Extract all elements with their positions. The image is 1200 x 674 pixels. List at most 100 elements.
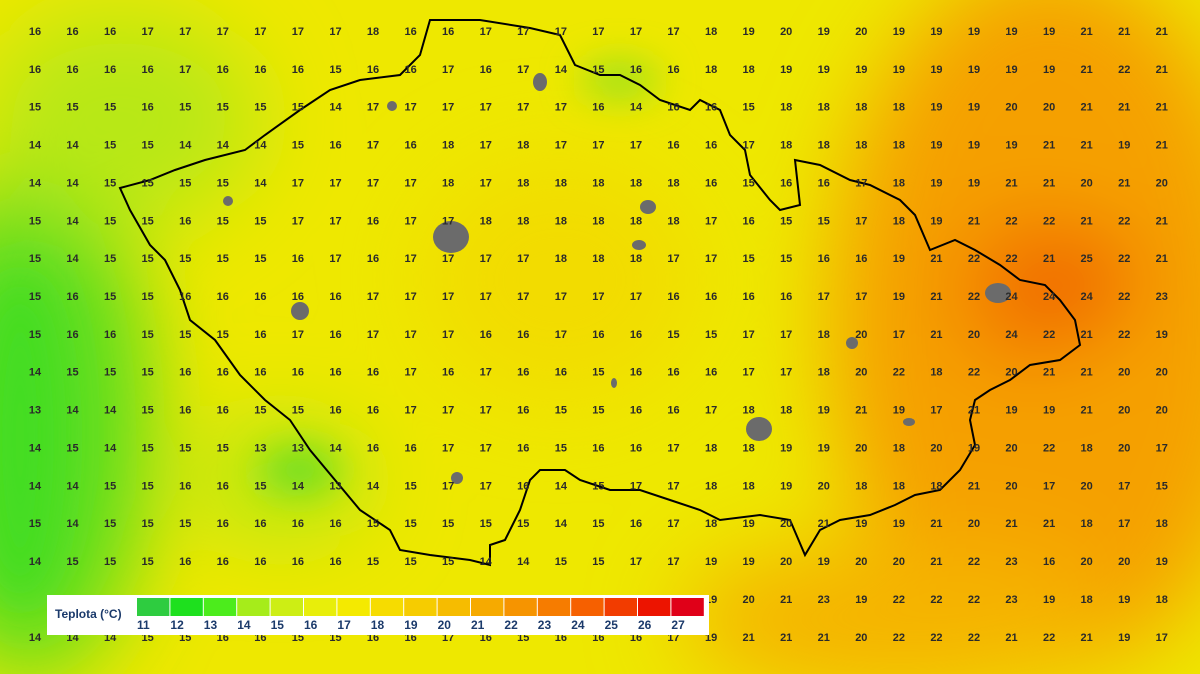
temperature-value: 15 xyxy=(217,253,229,265)
temperature-value: 21 xyxy=(780,594,792,606)
temperature-value: 22 xyxy=(1043,632,1055,644)
temperature-value: 16 xyxy=(292,518,304,530)
temperature-value: 19 xyxy=(1118,140,1130,152)
legend-swatch xyxy=(471,598,504,616)
temperature-value: 17 xyxy=(1118,518,1130,530)
temperature-value: 21 xyxy=(930,253,942,265)
temperature-value: 22 xyxy=(893,632,905,644)
temperature-value: 19 xyxy=(1156,556,1168,568)
temperature-value: 17 xyxy=(517,64,529,76)
temperature-value: 23 xyxy=(1005,556,1017,568)
temperature-value: 15 xyxy=(29,102,41,114)
temperature-value: 19 xyxy=(968,140,980,152)
temperature-value: 15 xyxy=(818,215,830,227)
temperature-value: 15 xyxy=(179,253,191,265)
temperature-value: 18 xyxy=(517,177,529,189)
temperature-value: 20 xyxy=(968,518,980,530)
temperature-value: 18 xyxy=(893,177,905,189)
temperature-value: 17 xyxy=(592,26,604,38)
temperature-value: 21 xyxy=(1043,367,1055,379)
temperature-value: 15 xyxy=(104,140,116,152)
temperature-value: 20 xyxy=(743,594,755,606)
temperature-value: 14 xyxy=(104,405,117,417)
temperature-value: 15 xyxy=(555,405,567,417)
temperature-value: 19 xyxy=(930,140,942,152)
city xyxy=(903,418,915,426)
temperature-value: 21 xyxy=(968,215,980,227)
temperature-value: 16 xyxy=(367,442,379,454)
temperature-value: 15 xyxy=(179,177,191,189)
legend-label: 21 xyxy=(471,618,485,632)
temperature-value: 19 xyxy=(893,405,905,417)
temperature-value: 20 xyxy=(968,329,980,341)
temperature-value: 20 xyxy=(855,329,867,341)
city xyxy=(291,302,309,320)
temperature-value: 17 xyxy=(555,140,567,152)
temperature-value: 19 xyxy=(968,102,980,114)
legend-swatch xyxy=(638,598,671,616)
temperature-value: 17 xyxy=(442,405,454,417)
temperature-value: 16 xyxy=(217,367,229,379)
temperature-value: 21 xyxy=(743,632,755,644)
temperature-value: 16 xyxy=(630,64,642,76)
temperature-value: 16 xyxy=(179,405,191,417)
temperature-value: 14 xyxy=(66,177,79,189)
temperature-value: 19 xyxy=(930,177,942,189)
temperature-value: 15 xyxy=(104,291,116,303)
temperature-value: 19 xyxy=(1005,140,1017,152)
temperature-value: 15 xyxy=(179,102,191,114)
legend-label: 17 xyxy=(337,618,351,632)
temperature-value: 15 xyxy=(404,556,416,568)
temperature-value: 19 xyxy=(743,518,755,530)
temperature-value: 17 xyxy=(442,329,454,341)
temperature-value: 14 xyxy=(254,177,267,189)
temperature-value: 16 xyxy=(667,405,679,417)
legend-swatch xyxy=(604,598,637,616)
temperature-value: 16 xyxy=(442,367,454,379)
temperature-value: 16 xyxy=(179,480,191,492)
legend-label: 13 xyxy=(204,618,218,632)
temperature-value: 15 xyxy=(254,253,266,265)
temperature-value: 15 xyxy=(367,518,379,530)
temperature-value: 21 xyxy=(1156,140,1168,152)
temperature-value: 19 xyxy=(1005,405,1017,417)
temperature-value: 22 xyxy=(1005,253,1017,265)
temperature-value: 19 xyxy=(780,442,792,454)
temperature-value: 19 xyxy=(743,556,755,568)
legend-label: 22 xyxy=(504,618,518,632)
temperature-value: 17 xyxy=(404,253,416,265)
temperature-value: 16 xyxy=(217,556,229,568)
temperature-value: 16 xyxy=(780,291,792,303)
temperature-value: 18 xyxy=(442,177,454,189)
temperature-value: 17 xyxy=(404,215,416,227)
city xyxy=(223,196,233,206)
temperature-value: 17 xyxy=(667,26,679,38)
temperature-value: 17 xyxy=(855,291,867,303)
temperature-value: 14 xyxy=(66,215,79,227)
temperature-value: 17 xyxy=(217,26,229,38)
temperature-value: 17 xyxy=(179,64,191,76)
temperature-value: 17 xyxy=(517,253,529,265)
temperature-value: 14 xyxy=(66,480,79,492)
temperature-value: 14 xyxy=(66,405,79,417)
temperature-value: 16 xyxy=(179,556,191,568)
temperature-value: 16 xyxy=(254,367,266,379)
temperature-value: 17 xyxy=(555,26,567,38)
temperature-value: 19 xyxy=(1118,594,1130,606)
temperature-value: 15 xyxy=(104,102,116,114)
temperature-value: 21 xyxy=(780,632,792,644)
temperature-value: 17 xyxy=(367,102,379,114)
temperature-value: 15 xyxy=(780,215,792,227)
temperature-value: 20 xyxy=(1118,442,1130,454)
temperature-value: 21 xyxy=(930,329,942,341)
temperature-value: 18 xyxy=(818,102,830,114)
temperature-value: 18 xyxy=(667,215,679,227)
temperature-value: 15 xyxy=(705,329,717,341)
temperature-value: 18 xyxy=(855,102,867,114)
temperature-value: 16 xyxy=(667,102,679,114)
temperature-value: 19 xyxy=(855,64,867,76)
temperature-value: 16 xyxy=(818,177,830,189)
temperature-value: 20 xyxy=(1005,102,1017,114)
temperature-value: 22 xyxy=(1118,64,1130,76)
temperature-value: 15 xyxy=(104,177,116,189)
